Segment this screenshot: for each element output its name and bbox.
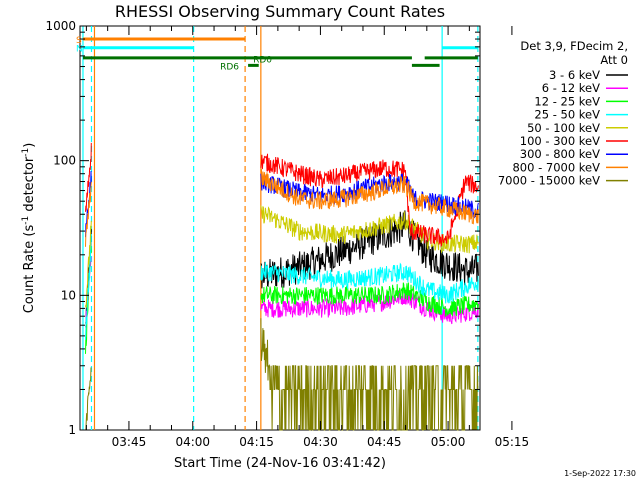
series-segment-main bbox=[260, 168, 479, 225]
y-tick-label-10: 10 bbox=[61, 288, 76, 302]
y-tick-label-100: 100 bbox=[53, 154, 76, 168]
flag-label-rd6: RD6 bbox=[220, 62, 239, 72]
legend-label: 6 - 12 keV bbox=[542, 81, 600, 95]
axis-ticks: 1 10 100 1000 03:45 04:00 04:15 04:30 04:45 05:00… bbox=[45, 19, 529, 449]
y-axis-label-mid: detector bbox=[22, 156, 37, 216]
series-segment-early bbox=[85, 181, 92, 247]
y-axis-label: Count Rate (s-1 detector-1) bbox=[21, 143, 37, 314]
x-tick-label-04-45: 04:45 bbox=[367, 435, 402, 449]
series-100-300-kev bbox=[85, 142, 479, 248]
series-segment-main bbox=[260, 262, 479, 304]
data-series bbox=[85, 142, 479, 431]
series-segment-early bbox=[85, 367, 92, 431]
x-tick-label-04-00: 04:00 bbox=[175, 435, 210, 449]
series-segment-main bbox=[260, 282, 479, 317]
x-tick-label-05-00: 05:00 bbox=[431, 435, 466, 449]
legend-entry-300-800-kev: 300 - 800 keV bbox=[520, 147, 628, 161]
series-segment-main bbox=[260, 153, 479, 248]
y-axis-label-main: Count Rate (s bbox=[22, 225, 37, 314]
legend-entry-50-100-kev: 50 - 100 keV bbox=[527, 121, 628, 135]
legend-entry-12-25-kev: 12 - 25 keV bbox=[534, 94, 628, 108]
series-12-25-kev bbox=[85, 246, 479, 354]
legend-label: 800 - 7000 keV bbox=[512, 160, 600, 174]
legend-label: 12 - 25 keV bbox=[534, 94, 600, 108]
legend-label: 300 - 800 keV bbox=[520, 147, 600, 161]
flag-bars: SN RD0 RD6 bbox=[76, 36, 478, 72]
x-tick-label-05-15: 05:15 bbox=[495, 435, 530, 449]
y-axis-label-sup1: -1 bbox=[21, 216, 31, 225]
x-tick-label-04-15: 04:15 bbox=[239, 435, 274, 449]
x-tick-label-03-45: 03:45 bbox=[112, 435, 147, 449]
series-7000-15000-kev bbox=[85, 318, 479, 431]
x-axis-label: Start Time (24-Nov-16 03:41:42) bbox=[174, 456, 386, 471]
legend-label: 100 - 300 keV bbox=[520, 134, 600, 148]
legend-header-line-1: Det 3,9, FDecim 2, bbox=[520, 39, 628, 53]
y-axis-label-sup2: -1 bbox=[21, 148, 31, 157]
legend-label: 3 - 6 keV bbox=[549, 68, 600, 82]
series-800-7000-kev bbox=[85, 168, 479, 247]
series-segment-early bbox=[85, 233, 92, 340]
series-segment-main bbox=[260, 205, 479, 254]
flag-label-s: S bbox=[76, 36, 82, 46]
series-25-50-kev bbox=[85, 233, 479, 340]
legend-label: 50 - 100 keV bbox=[527, 121, 600, 135]
y-tick-label-1000: 1000 bbox=[45, 19, 76, 33]
series-segment-early bbox=[85, 142, 92, 212]
y-tick-label-1: 1 bbox=[68, 423, 76, 437]
y-axis-label-end: ) bbox=[22, 143, 37, 148]
generation-timestamp: 1-Sep-2022 17:30 bbox=[564, 469, 636, 478]
plot-area: SN RD0 RD6 1 10 100 1000 03:45 04:00 04:15 04:30 0… bbox=[45, 19, 529, 449]
flag-label-rd0: RD0 bbox=[253, 55, 272, 65]
series-segment-early bbox=[85, 220, 92, 308]
series-50-100-kev bbox=[85, 205, 479, 308]
legend-header-line-2: Att 0 bbox=[600, 53, 628, 67]
legend-entry-800-7000-kev: 800 - 7000 keV bbox=[512, 160, 628, 174]
x-tick-label-04-30: 04:30 bbox=[303, 435, 338, 449]
legend-entry-100-300-kev: 100 - 300 keV bbox=[520, 134, 628, 148]
series-segment-main bbox=[260, 318, 479, 431]
flag-label-n: N bbox=[76, 45, 83, 55]
legend-label: 25 - 50 keV bbox=[534, 108, 600, 122]
legend-entry-3-6-kev: 3 - 6 keV bbox=[549, 68, 628, 82]
legend-entry-7000-15000-kev: 7000 - 15000 keV bbox=[498, 174, 628, 188]
legend-entry-25-50-kev: 25 - 50 keV bbox=[534, 108, 628, 122]
legend-entry-6-12-kev: 6 - 12 keV bbox=[542, 81, 628, 95]
legend-label: 7000 - 15000 keV bbox=[498, 174, 600, 188]
chart-title: RHESSI Observing Summary Count Rates bbox=[115, 2, 445, 21]
